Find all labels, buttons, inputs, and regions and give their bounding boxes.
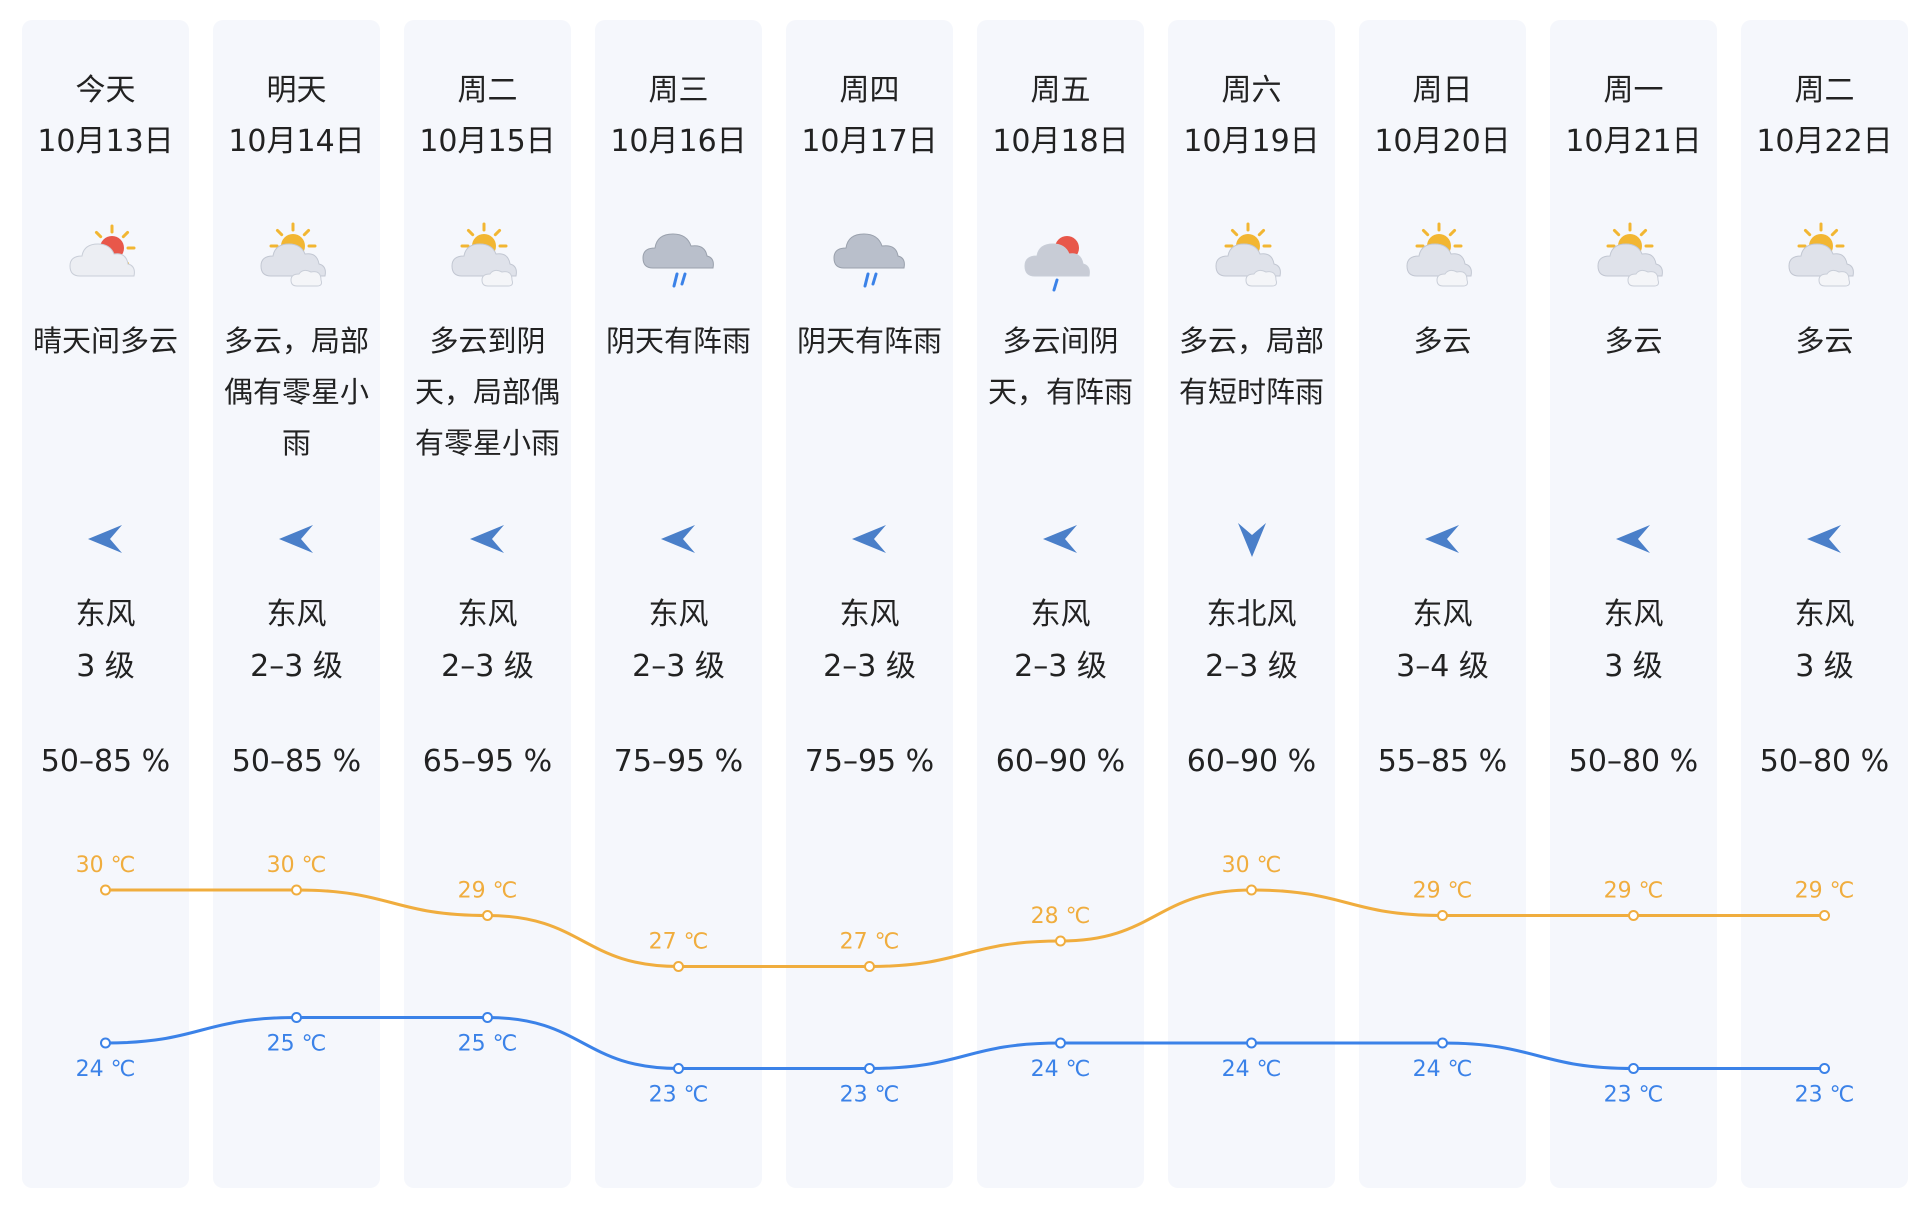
wind-level: 2–3 级 [250,649,343,684]
humidity: 50–85 % [40,744,171,779]
wind-level: 2–3 级 [1205,649,1298,684]
day-name: 周六 [1221,73,1282,108]
humidity: 65–95 % [422,744,553,779]
wind-level: 3–4 级 [1396,649,1489,684]
wind-level: 3 级 [1604,649,1663,684]
partly-cloudy-icon [257,216,337,296]
wind-level: 2–3 级 [441,649,534,684]
wind-direction: 东风 [1412,597,1473,632]
day-column: 周二 10月15日多云到阴天，局部偶有零星小雨东风 2–3 级 65–95 % [404,20,571,1188]
cloud-rain-icon [830,216,910,296]
weather-description: 多云，局部有短时阵雨 [1178,324,1324,409]
wind-east-arrow-icon [657,517,701,561]
humidity: 50–80 % [1568,744,1699,779]
partly-cloudy-icon [448,216,528,296]
day-column: 周五 10月18日多云间阴天，有阵雨东风 2–3 级 60–90 % [977,20,1144,1188]
wind-direction: 东风 [1603,597,1664,632]
day-column: 周三 10月16日 阴天有阵雨东风 2–3 级 75–95 % [595,20,762,1188]
partly-cloudy-icon [1403,216,1483,296]
cloud-rain-icon [639,216,719,296]
day-column: 今天 10月13日 晴天间多云东风 3 级 50–85 % [22,20,189,1188]
weather-description: 多云 [1604,324,1663,358]
humidity: 55–85 % [1377,744,1508,779]
wind-direction: 东风 [266,597,327,632]
wind-east-arrow-icon [466,517,510,561]
wind-east-arrow-icon [84,517,128,561]
day-date: 10月15日 [419,124,556,159]
wind-direction: 东风 [1030,597,1091,632]
wind-east-arrow-icon [1803,517,1847,561]
day-date: 10月14日 [228,124,365,159]
day-column: 明天 10月14日多云，局部偶有零星小雨东风 2–3 级 50–85 % [213,20,380,1188]
day-date: 10月13日 [37,124,174,159]
day-date: 10月20日 [1374,124,1511,159]
wind-east-arrow-icon [1039,517,1083,561]
wind-east-arrow-icon [275,517,319,561]
weather-description: 晴天间多云 [32,324,178,358]
humidity: 75–95 % [613,744,744,779]
wind-northeast-arrow-icon [1230,517,1274,561]
day-date: 10月22日 [1756,124,1893,159]
wind-level: 2–3 级 [1014,649,1107,684]
day-name: 明天 [266,73,327,108]
wind-direction: 东风 [648,597,709,632]
day-name: 今天 [75,73,136,108]
wind-east-arrow-icon [848,517,892,561]
wind-direction: 东风 [839,597,900,632]
wind-level: 3 级 [76,649,135,684]
day-column: 周日 10月20日 多云东风 3–4 级 55–85 % [1359,20,1526,1188]
day-date: 10月16日 [610,124,747,159]
partly-cloudy-icon [1594,216,1674,296]
day-name: 周二 [1794,73,1855,108]
humidity: 60–90 % [1186,744,1317,779]
wind-direction: 东风 [457,597,518,632]
wind-direction: 东风 [1794,597,1855,632]
day-name: 周一 [1603,73,1664,108]
partly-cloudy-icon [1212,216,1292,296]
day-name: 周日 [1412,73,1473,108]
weather-description: 阴天有阵雨 [605,324,751,358]
wind-east-arrow-icon [1612,517,1656,561]
wind-direction: 东北风 [1206,597,1297,632]
day-date: 10月19日 [1183,124,1320,159]
wind-direction: 东风 [75,597,136,632]
wind-level: 2–3 级 [823,649,916,684]
sun-cloud-icon [66,216,146,296]
humidity: 60–90 % [995,744,1126,779]
partly-cloudy-icon [1785,216,1865,296]
humidity: 50–85 % [231,744,362,779]
wind-level: 2–3 级 [632,649,725,684]
weather-description: 多云 [1413,324,1472,358]
humidity: 75–95 % [804,744,935,779]
day-date: 10月21日 [1565,124,1702,159]
day-column: 周一 10月21日 多云东风 3 级 50–80 % [1550,20,1717,1188]
humidity: 50–80 % [1759,744,1890,779]
weather-description: 阴天有阵雨 [796,324,942,358]
wind-level: 3 级 [1795,649,1854,684]
weather-description: 多云 [1795,324,1854,358]
weather-description: 多云间阴天，有阵雨 [987,324,1133,409]
weather-description: 多云，局部偶有零星小雨 [223,324,369,460]
day-column: 周六 10月19日多云，局部有短时阵雨东北风 2–3 级 60–90 % [1168,20,1335,1188]
wind-east-arrow-icon [1421,517,1465,561]
day-name: 周四 [839,73,900,108]
day-column: 周二 10月22日 多云东风 3 级 50–80 % [1741,20,1908,1188]
weather-description: 多云到阴天，局部偶有零星小雨 [414,324,560,460]
day-date: 10月18日 [992,124,1129,159]
day-name: 周五 [1030,73,1091,108]
day-column: 周四 10月17日 阴天有阵雨东风 2–3 级 75–95 % [786,20,953,1188]
day-name: 周二 [457,73,518,108]
sun-cloud-rain-icon [1021,216,1101,296]
day-name: 周三 [648,73,709,108]
day-date: 10月17日 [801,124,938,159]
